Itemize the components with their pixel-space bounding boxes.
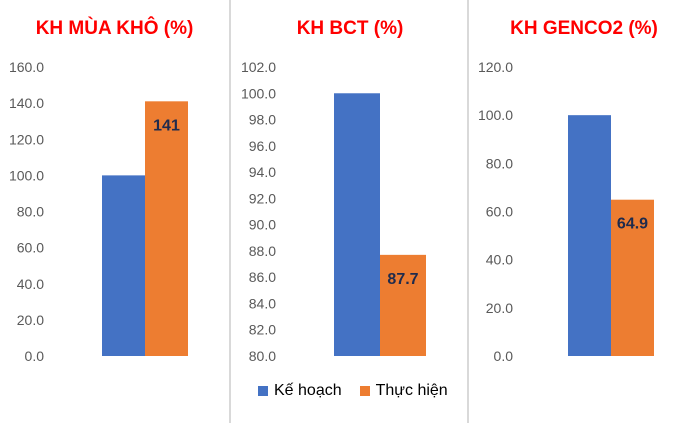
y-tick-label: 86.0	[249, 269, 276, 285]
legend-swatch	[359, 386, 370, 396]
bar-thuc-hien	[611, 199, 654, 356]
chart-svg: 80.0 82.0 84.0 86.0 88.0 90.0 92.0 94.0 96.0 98.0…	[241, 59, 426, 364]
y-tick-label: 40.0	[486, 252, 513, 268]
y-tick-label: 100.0	[478, 107, 513, 123]
chart-svg: 0.0 20.0 40.0 60.0 80.0 100.0 120.0 64.9	[478, 59, 654, 364]
y-tick-label: 120.0	[478, 59, 513, 75]
data-label: 64.9	[617, 216, 648, 233]
data-label: 87.7	[387, 271, 418, 288]
y-tick-label: 120.0	[9, 131, 44, 147]
y-tick-label: 84.0	[249, 295, 276, 311]
chart-panel-bct: KH BCT (%) 80.0 82.0 84.0 86.0 88.0 90.0 92.0 9…	[233, 0, 469, 423]
y-tick-label: 100.0	[241, 85, 276, 101]
y-tick-label: 80.0	[249, 348, 276, 364]
bar-ke-hoach	[102, 175, 145, 356]
y-tick-label: 140.0	[9, 95, 44, 111]
y-tick-label: 0.0	[494, 348, 514, 364]
y-tick-label: 88.0	[249, 243, 276, 259]
y-tick-label: 90.0	[249, 217, 276, 233]
y-tick-label: 40.0	[17, 276, 44, 292]
y-tick-label: 94.0	[249, 164, 276, 180]
legend-label: Kế hoạch	[274, 382, 342, 399]
bar-ke-hoach	[568, 115, 611, 357]
chart-svg: 0.0 20.0 40.0 60.0 80.0 100.0 120.0 140.0 160.0 1…	[9, 59, 188, 364]
chart-legend: Kế hoạch Thực hiện	[258, 380, 468, 402]
legend-item-thuc-hien: Thực hiện	[359, 382, 448, 400]
y-tick-label: 160.0	[9, 59, 44, 75]
legend-item-ke-hoach: Kế hoạch	[258, 382, 342, 400]
y-tick-label: 60.0	[486, 204, 513, 220]
y-tick-label: 20.0	[486, 300, 513, 316]
y-tick-label: 96.0	[249, 138, 276, 154]
y-tick-label: 80.0	[17, 204, 44, 220]
bar-thuc-hien	[380, 254, 426, 356]
bar-thuc-hien	[145, 101, 188, 356]
legend-swatch	[258, 386, 268, 396]
y-tick-label: 100.0	[9, 167, 44, 183]
chart-title: KH MÙA KHÔ (%)	[35, 18, 194, 39]
y-tick-label: 0.0	[25, 348, 45, 364]
y-tick-label: 92.0	[249, 190, 276, 206]
y-tick-label: 98.0	[249, 112, 276, 128]
y-tick-label: 102.0	[241, 59, 276, 75]
y-tick-label: 60.0	[17, 240, 44, 256]
data-label: 141	[153, 117, 180, 134]
chart-title: KH BCT (%)	[296, 18, 404, 39]
y-tick-label: 82.0	[249, 322, 276, 338]
y-tick-label: 20.0	[17, 312, 44, 328]
chart-title: KH GENCO2 (%)	[510, 18, 658, 39]
chart-panel-mua-kho: KH MÙA KHÔ (%) 0.0 20.0 40.0 60.0 80.0 100.0 1…	[0, 0, 231, 423]
y-tick-label: 80.0	[486, 155, 513, 171]
chart-panel-genco2: KH GENCO2 (%) 0.0 20.0 40.0 60.0 80.0 100.0 12…	[471, 0, 697, 423]
bar-ke-hoach	[334, 93, 380, 356]
legend-label: Thực hiện	[375, 382, 448, 399]
